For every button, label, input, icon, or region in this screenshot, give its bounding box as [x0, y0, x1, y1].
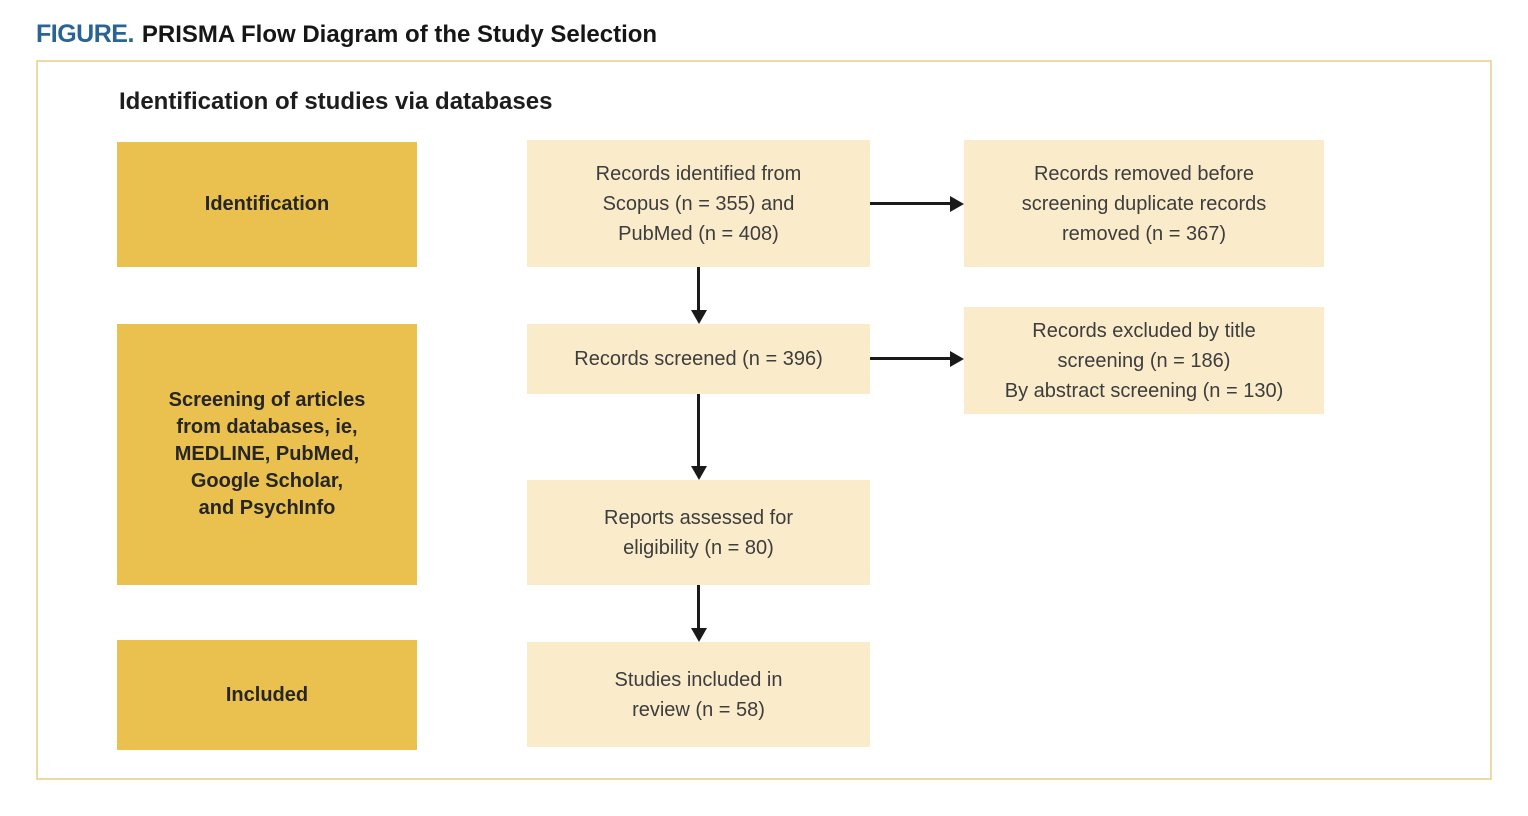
stage-box-identification: Identification — [117, 142, 417, 267]
records-screened-text: Records screened (n = 396) — [574, 348, 823, 370]
records-removed-text: Records removed before screening duplica… — [1021, 162, 1267, 245]
flow-box-records-removed: Records removed before screening duplica… — [964, 140, 1324, 267]
flow-box-reports-assessed: Reports assessed for eligibility (n = 80… — [527, 480, 870, 585]
studies-included-text: Studies included in review (n = 58) — [614, 668, 783, 721]
arrow-identified-to-screened — [690, 267, 707, 324]
figure-label: FIGURE. — [36, 20, 134, 48]
figure-caption: FIGURE. PRISMA Flow Diagram of the Study … — [36, 20, 657, 49]
arrow-screened-to-assessed — [690, 394, 707, 480]
reports-assessed-text: Reports assessed for eligibility (n = 80… — [604, 506, 793, 559]
flow-box-records-screened: Records screened (n = 396) — [527, 324, 870, 394]
figure-title: PRISMA Flow Diagram of the Study Selecti… — [141, 21, 658, 48]
flow-box-records-excluded: Records excluded by title screening (n =… — [964, 307, 1324, 414]
flow-box-studies-included: Studies included in review (n = 58) — [527, 642, 870, 747]
stage-box-screening: Screening of articles from databases, ie… — [117, 324, 417, 585]
stage-screening-label: Screening of articles from databases, ie… — [168, 389, 366, 519]
records-excluded-text: Records excluded by title screening (n =… — [1004, 319, 1284, 402]
records-identified-text: Records identified from Scopus (n = 355)… — [595, 162, 802, 245]
stage-box-included: Included — [117, 640, 417, 750]
arrow-screened-to-excluded — [870, 350, 964, 367]
stage-included-label: Included — [225, 683, 309, 706]
diagram-heading: Identification of studies via databases — [119, 88, 553, 115]
diagram-panel: Identification of studies via databases … — [36, 60, 1492, 780]
arrow-assessed-to-included — [690, 585, 707, 642]
stage-identification-label: Identification — [204, 193, 330, 215]
flow-box-records-identified: Records identified from Scopus (n = 355)… — [527, 140, 870, 267]
arrow-identified-to-removed — [870, 195, 964, 212]
